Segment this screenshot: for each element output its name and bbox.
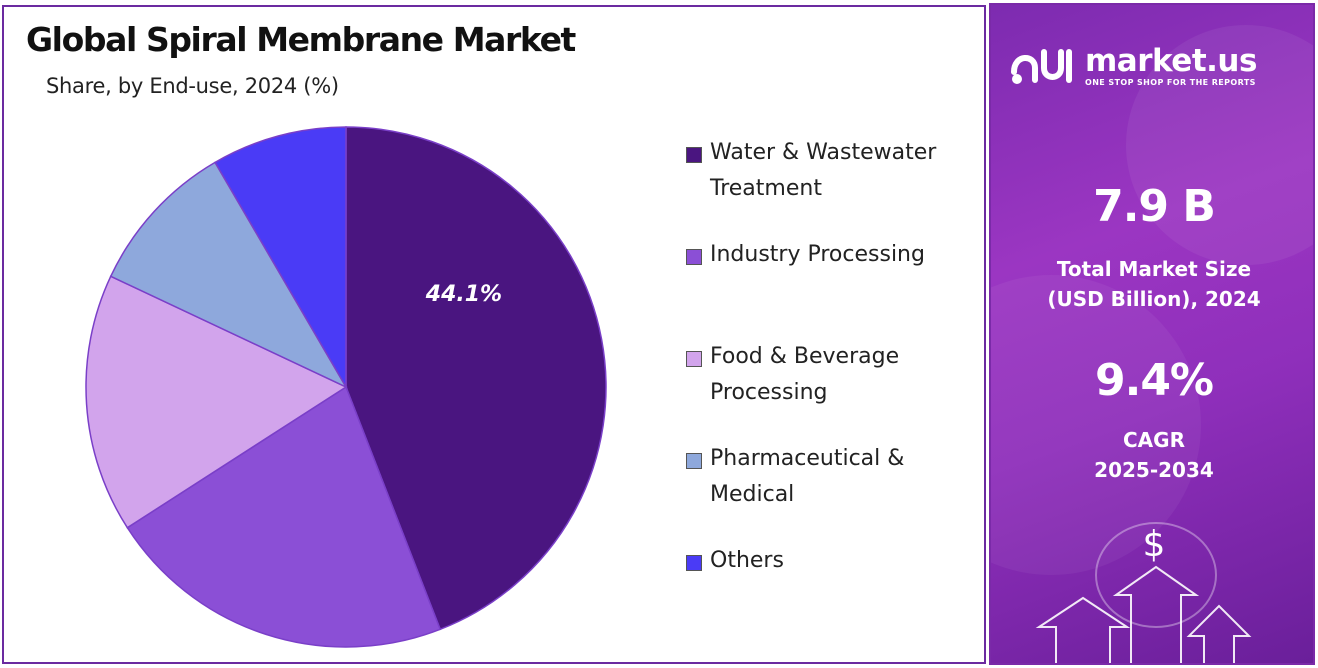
market-size-label-line2: (USD Billion), 2024 [1047, 287, 1261, 311]
legend-item-industry-processing: Industry Processing [686, 242, 980, 273]
cagr-value: 9.4% [1094, 355, 1214, 406]
chart-title: Global Spiral Membrane Market [26, 20, 576, 59]
brand: market.us ONE STOP SHOP FOR THE REPORTS [1011, 45, 1257, 87]
legend-label: Water & Wastewater Treatment [710, 140, 937, 201]
legend-label: Others [710, 548, 784, 573]
legend-swatch [686, 453, 702, 469]
background-decoration [991, 25, 1313, 663]
legend-swatch [686, 249, 702, 265]
pie-slice-industry-processing [126, 385, 442, 648]
legend-item-pharmaceutical-medical: Pharmaceutical & Medical [686, 446, 980, 513]
legend-label: Industry Processing [710, 242, 925, 267]
pie-slice-water-wastewater [345, 126, 607, 631]
market-size-label-line1: Total Market Size [1056, 257, 1252, 281]
cagr-label: CAGR [1123, 428, 1185, 452]
data-label-water-wastewater: 44.1% [425, 282, 502, 307]
legend-label: Food & Beverage Processing [710, 344, 900, 405]
chart-subtitle: Share, by End-use, 2024 (%) [46, 74, 339, 98]
market-us-logo-icon [1011, 49, 1072, 84]
pie-slice-pharmaceutical-medical [109, 161, 348, 389]
pie-chart: 44.1% [85, 126, 607, 648]
pie-slice-others [214, 126, 347, 390]
brand-tagline: ONE STOP SHOP FOR THE REPORTS [1085, 78, 1256, 87]
summary-panel: market.us ONE STOP SHOP FOR THE REPORTS … [989, 3, 1315, 665]
pie-slice-food-beverage [85, 275, 348, 529]
brand-name: market.us [1085, 43, 1257, 79]
legend-swatch [686, 147, 702, 163]
arrow-up-icon [1035, 565, 1252, 663]
legend-swatch [686, 351, 702, 367]
legend-label: Pharmaceutical & Medical [710, 446, 905, 507]
legend-swatch [686, 555, 702, 571]
legend-item-water-wastewater: Water & Wastewater Treatment [686, 140, 980, 207]
cagr-period: 2025-2034 [1094, 458, 1214, 482]
market-size-value: 7.9 B [1093, 181, 1216, 232]
legend-item-others: Others [686, 548, 980, 579]
dollar-icon: $ [1142, 524, 1166, 565]
legend-item-food-beverage: Food & Beverage Processing [686, 344, 980, 411]
